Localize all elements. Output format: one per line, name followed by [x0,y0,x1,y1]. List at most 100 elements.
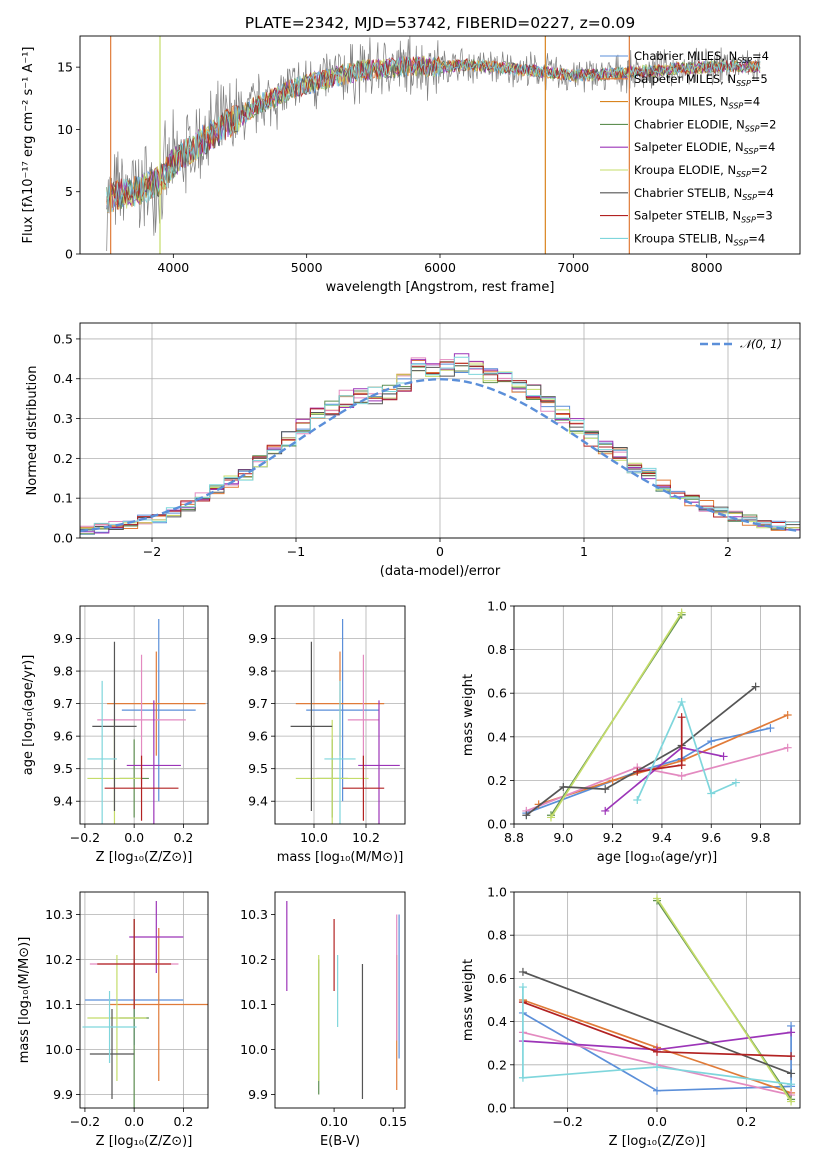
y-tick-label: 0.0 [53,531,73,546]
y-tick-label: 9.9 [53,1087,73,1102]
x-tick-label: −1 [287,544,305,559]
y-tick-label: 0.4 [53,371,73,386]
series-line [525,746,788,812]
y-tick-label: 1.0 [487,599,507,614]
axes-mass_vs_ebv: 0.10 0.15 9.9 10.0 10.1 10.2 10.3 E(B-V) [240,891,407,1149]
series-point-marker [787,1052,796,1061]
legend-label: Kroupa ELODIE, NSSP=2 [634,163,768,179]
series-point-marker [787,1028,796,1037]
series-point-marker [653,1062,661,1071]
plot-area-massweight_vs_Z [518,894,796,1106]
y-tick-label: 9.9 [248,1087,268,1102]
series-point-marker [719,752,728,761]
x-tick-label: 4000 [157,260,189,275]
series-point-marker [522,811,531,820]
y-tick-label: 0.4 [487,729,507,744]
axes-frame [274,891,406,1109]
series-point-marker [677,608,686,617]
series-point-marker [653,1047,661,1056]
spectrum-model-kroupa_stelib [106,56,761,213]
y-axis-label: mass [log₁₀(M/M⊙)] [17,937,32,1064]
figure-title: PLATE=2342, MJD=53742, FIBERID=0227, z=0… [245,14,635,32]
y-tick-label: 0.2 [53,451,73,466]
y-tick-label: 0.2 [487,773,507,788]
x-tick-label: 2 [724,544,732,559]
series-line [525,686,757,816]
y-tick-label: 10.0 [45,1042,73,1057]
y-tick-label: 0.0 [487,817,507,832]
series-line [636,699,737,801]
legend-label: Kroupa MILES, NSSP=4 [634,95,760,111]
x-tick-label: 0.0 [124,1114,144,1129]
x-axis-label: Z [log₁₀(Z/Z⊙)] [609,1134,706,1149]
x-tick-label: −2 [143,544,161,559]
y-tick-label: 10.1 [240,997,268,1012]
x-tick-label: 9.8 [751,830,771,845]
y-tick-label: 15 [57,60,73,75]
x-tick-label: −0.2 [70,1114,100,1129]
y-tick-label: 5 [65,184,73,199]
legend-label: Salpeter ELODIE, NSSP=4 [634,140,775,156]
legend-label: Chabrier MILES, NSSP=4 [634,49,769,65]
series-point-marker [633,796,642,805]
y-tick-label: 9.6 [248,729,268,744]
series-point-marker [546,813,555,822]
x-axis-label: wavelength [Angstrom, rest frame] [326,280,555,295]
series-point-marker [653,1086,661,1095]
x-tick-label: 6000 [424,260,456,275]
y-tick-label: 10.2 [240,952,268,967]
series-point-marker [783,743,792,752]
series-point-marker [787,1069,796,1078]
x-tick-label: 9.2 [603,830,623,845]
legend-label: Chabrier STELIB, NSSP=4 [634,186,774,202]
y-tick-label: 9.4 [248,794,268,809]
y-axis-label: mass weight [461,674,476,756]
y-tick-label: 9.8 [53,664,73,679]
axes-frame [513,605,801,825]
x-tick-label: −0.2 [552,1114,582,1129]
x-tick-label: 0.10 [320,1114,348,1129]
axes-massweight_vs_age: 8.8 9.0 9.2 9.4 9.6 9.8 0.0 0.2 0.4 0.6 0.8 1.0 age … [461,599,801,865]
plot-area-age_vs_Z [87,619,206,824]
axes-frame [79,322,801,539]
series-line [522,987,792,1086]
y-tick-label: 9.4 [53,794,73,809]
series-line [522,971,792,1075]
x-tick-label: 1 [580,544,588,559]
x-tick-label: 0.15 [379,1114,407,1129]
y-tick-label: 0.6 [487,686,507,701]
y-tick-label: 9.9 [248,631,268,646]
y-tick-label: 9.7 [248,696,268,711]
y-tick-label: 9.8 [248,664,268,679]
series-point-marker [653,894,661,903]
axes-massweight_vs_Z: −0.2 0.0 0.2 0.0 0.2 0.4 0.6 0.8 1.0 Z [log₁₀(Z/Z… [461,885,801,1149]
y-tick-label: 10.3 [45,907,73,922]
spectrum-model-chabrier_stelib [106,57,761,210]
x-tick-label: 0.0 [647,1114,667,1129]
y-tick-label: 0.0 [487,1101,507,1116]
plot-area-residuals [80,353,800,535]
y-tick-label: 9.6 [53,729,73,744]
series-line [550,612,683,818]
x-tick-label: 10.2 [352,830,380,845]
y-tick-label: 10 [57,122,73,137]
series-point-marker [518,983,527,992]
y-tick-label: 10.2 [45,952,73,967]
series-point-marker [751,682,760,691]
series-point-marker [677,697,686,706]
y-axis-label: age [log₁₀(age/yr)] [21,655,36,776]
axes-frame [79,35,801,255]
axes-mass_vs_Z: −0.2 0.0 0.2 9.9 10.0 10.1 10.2 10.3 Z [log₁₀(Z/… [17,891,209,1149]
x-axis-label: Z [log₁₀(Z/Z⊙)] [96,850,193,865]
series-point-marker [707,789,716,798]
y-tick-label: 0.8 [487,928,507,943]
x-axis-label: mass [log₁₀(M/M⊙)] [277,850,404,865]
gaussian-curve [80,377,800,533]
x-tick-label: 9.6 [701,830,721,845]
plot-area-mass_vs_Z [82,901,208,1108]
spectrum-legend: Chabrier MILES, NSSP=4 Salpeter MILES, NS… [600,49,776,247]
legend-label: Salpeter STELIB, NSSP=3 [634,209,773,225]
series-point-marker [677,761,686,770]
